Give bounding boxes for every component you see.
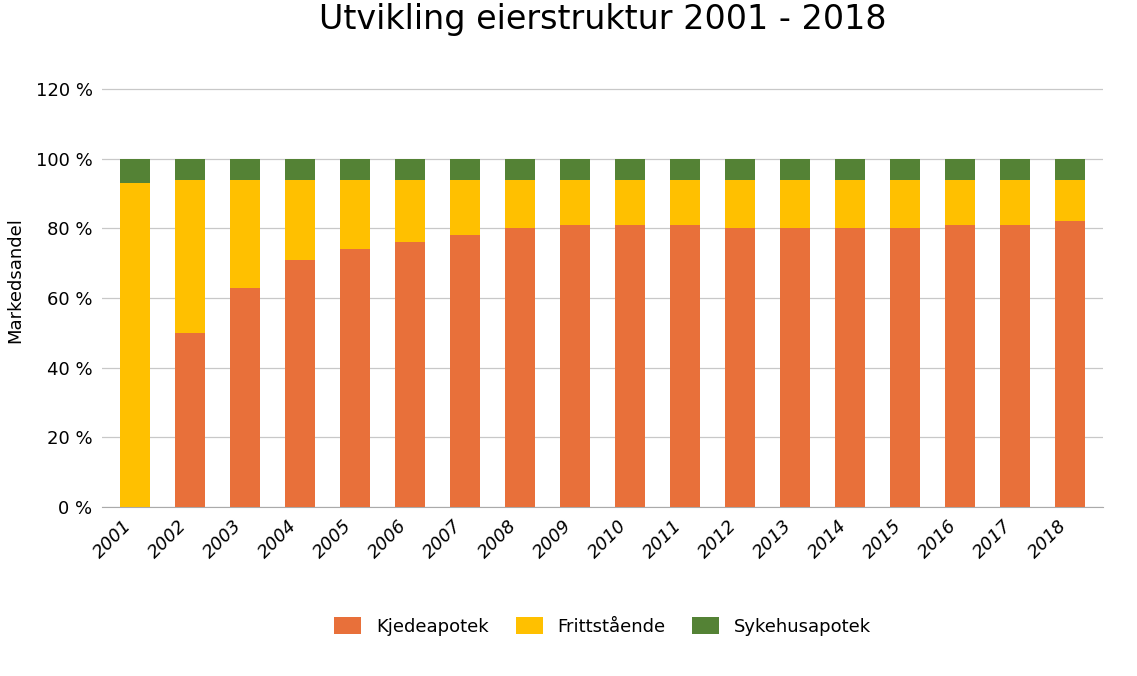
- Bar: [835, 180, 865, 228]
- Bar: [175, 180, 206, 333]
- Bar: [999, 180, 1030, 225]
- Bar: [725, 159, 755, 180]
- Y-axis label: Markedsandel: Markedsandel: [7, 218, 25, 343]
- Legend: Kjedeapotek, Frittstående, Sykehusapotek: Kjedeapotek, Frittstående, Sykehusapotek: [327, 610, 878, 643]
- Bar: [615, 225, 645, 507]
- Bar: [450, 235, 480, 507]
- Bar: [835, 159, 865, 180]
- Bar: [450, 180, 480, 235]
- Bar: [890, 180, 920, 228]
- Bar: [945, 159, 976, 180]
- Bar: [230, 180, 260, 287]
- Bar: [561, 225, 590, 507]
- Bar: [945, 225, 976, 507]
- Bar: [505, 180, 536, 228]
- Bar: [670, 159, 700, 180]
- Bar: [670, 225, 700, 507]
- Bar: [395, 180, 425, 242]
- Bar: [1055, 159, 1085, 180]
- Bar: [121, 159, 150, 183]
- Bar: [999, 225, 1030, 507]
- Bar: [670, 180, 700, 225]
- Title: Utvikling eierstruktur 2001 - 2018: Utvikling eierstruktur 2001 - 2018: [318, 3, 887, 36]
- Bar: [1055, 180, 1085, 221]
- Bar: [340, 159, 371, 180]
- Bar: [780, 228, 811, 507]
- Bar: [505, 228, 536, 507]
- Bar: [285, 260, 315, 507]
- Bar: [450, 159, 480, 180]
- Bar: [615, 180, 645, 225]
- Bar: [561, 159, 590, 180]
- Bar: [230, 287, 260, 507]
- Bar: [230, 159, 260, 180]
- Bar: [945, 180, 976, 225]
- Bar: [780, 180, 811, 228]
- Bar: [725, 228, 755, 507]
- Bar: [835, 228, 865, 507]
- Bar: [615, 159, 645, 180]
- Bar: [340, 180, 371, 249]
- Bar: [121, 183, 150, 507]
- Bar: [725, 180, 755, 228]
- Bar: [999, 159, 1030, 180]
- Bar: [395, 159, 425, 180]
- Bar: [561, 180, 590, 225]
- Bar: [285, 159, 315, 180]
- Bar: [340, 249, 371, 507]
- Bar: [175, 159, 206, 180]
- Bar: [395, 242, 425, 507]
- Bar: [505, 159, 536, 180]
- Bar: [285, 180, 315, 260]
- Bar: [890, 228, 920, 507]
- Bar: [1055, 221, 1085, 507]
- Bar: [175, 333, 206, 507]
- Bar: [780, 159, 811, 180]
- Bar: [890, 159, 920, 180]
